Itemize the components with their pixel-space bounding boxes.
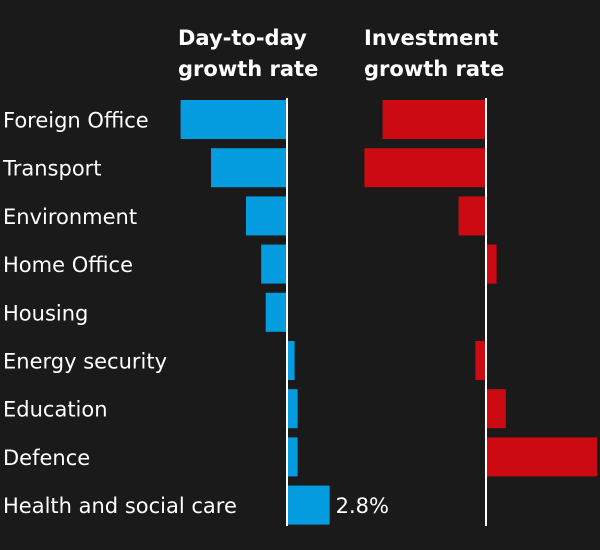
bar-investment-growth-rate-defence [486, 437, 597, 477]
bar-day-to-day-growth-rate-home-office [261, 244, 287, 284]
category-label-environment: Environment [3, 205, 137, 229]
data-label-health-and-social-care: 2.8% [336, 494, 389, 518]
series-header-day-to-day-growth-rate: Day-to-day growth rate [178, 26, 318, 81]
category-label-health-and-social-care: Health and social care [3, 494, 237, 518]
category-label-defence: Defence [3, 446, 90, 470]
category-label-education: Education [3, 398, 108, 422]
category-label-home-office: Home Office [3, 253, 133, 277]
category-label-transport: Transport [2, 157, 102, 181]
bar-day-to-day-growth-rate-transport [211, 148, 287, 188]
category-label-energy-security: Energy security [3, 350, 167, 374]
bar-day-to-day-growth-rate-education [287, 389, 298, 429]
bar-day-to-day-growth-rate-foreign-office [180, 100, 287, 139]
bar-investment-growth-rate-education [486, 389, 506, 429]
bar-day-to-day-growth-rate-environment [246, 196, 287, 236]
category-label-housing: Housing [3, 301, 88, 325]
bar-day-to-day-growth-rate-energy-security [287, 341, 295, 380]
bar-day-to-day-growth-rate-housing [265, 292, 287, 332]
bar-investment-growth-rate-transport [364, 148, 486, 188]
bar-day-to-day-growth-rate-health-and-social-care [287, 485, 330, 525]
bar-investment-growth-rate-energy-security [475, 341, 486, 380]
category-label-foreign-office: Foreign Office [3, 109, 149, 133]
bar-day-to-day-growth-rate-defence [287, 437, 298, 477]
bar-investment-growth-rate-foreign-office [382, 100, 486, 139]
bar-investment-growth-rate-environment [458, 196, 486, 236]
bar-investment-growth-rate-home-office [486, 244, 497, 284]
series-header-investment-growth-rate: Investment growth rate [364, 26, 504, 81]
